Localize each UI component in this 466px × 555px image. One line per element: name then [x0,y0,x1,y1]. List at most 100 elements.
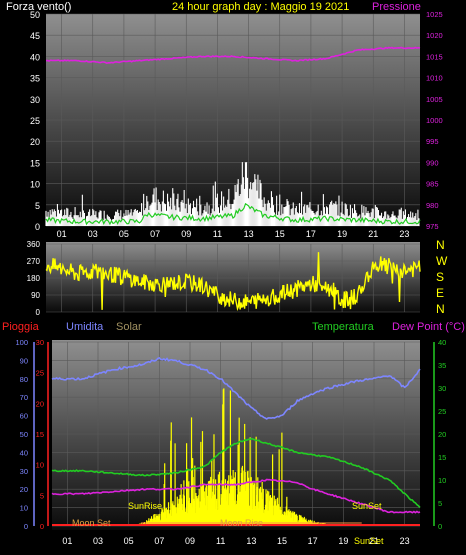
x-tick-hour: 09 [185,536,195,546]
y-tick-rain: 0 [40,522,44,531]
direction-letter-s: S [436,270,444,284]
x-tick-hour: 17 [306,229,316,239]
y-tick-wind: 10 [30,180,40,190]
y-tick-rain: 15 [36,430,44,439]
y-tick-pressure: 1000 [426,116,443,125]
y-tick-humidity: 100 [15,338,28,347]
y-tick-wind: 30 [30,95,40,105]
temp-panel-bg [52,340,420,530]
x-tick-hour: 05 [119,229,129,239]
solar-title: Solar [116,321,142,333]
sunrise-label: SunRise [128,501,162,511]
direction-chart: 360 270 180 90 0 [27,240,421,317]
y-tick-wind: 25 [30,116,40,126]
x-tick-hour: 19 [337,229,347,239]
x-tick-hour: 21 [369,536,379,546]
y-tick-direction: 360 [27,240,41,249]
y-tick-temperature: 20 [438,430,446,439]
x-tick-hour: 03 [88,229,98,239]
y-tick-humidity: 40 [20,448,28,457]
x-tick-hour: 15 [277,536,287,546]
y-tick-rain: 25 [36,369,44,378]
x-tick-hour: 13 [244,229,254,239]
x-tick-hour: 21 [368,229,378,239]
wind-title: Forza vento() [6,1,71,13]
y-tick-rain: 10 [36,461,44,470]
direction-letter-n-top: N [436,238,445,252]
y-tick-pressure: 975 [426,222,439,231]
x-tick-hour: 19 [338,536,348,546]
y-tick-humidity: 80 [20,375,28,384]
temperature-line [51,437,421,509]
dewpoint-line [51,478,421,514]
y-tick-temperature: 15 [438,453,446,462]
y-tick-temperature: 40 [438,338,446,347]
sun-moon-labels: Moon Set SunRise Moon Rise SunSet SunSet [72,501,384,546]
y-tick-humidity: 70 [20,393,28,402]
direction-letter-e: E [436,286,444,300]
moonset-left-label: Moon Set [72,518,111,528]
y-tick-pressure: 985 [426,180,439,189]
x-tick-hour: 23 [399,229,409,239]
y-tick-wind: 45 [30,31,40,41]
x-tick-hour: 11 [213,229,222,239]
y-tick-wind: 35 [30,74,40,84]
x-tick-hour: 23 [400,536,410,546]
x-tick-hour: 05 [124,536,134,546]
temperature-humidity-chart: 1009080706050403020100302520151050403530… [15,338,446,546]
x-tick-hour: 01 [62,536,72,546]
y-tick-humidity: 60 [20,412,28,421]
x-tick-hour: 11 [216,536,225,546]
y-tick-wind: 5 [35,201,40,211]
y-tick-wind: 50 [30,10,40,20]
wind-direction-line [45,252,421,312]
x-tick-hour: 13 [246,536,256,546]
y-tick-pressure: 1005 [426,95,443,104]
y-tick-pressure: 1015 [426,52,443,61]
y-tick-pressure: 995 [426,137,439,146]
y-tick-direction: 270 [27,257,41,266]
y-tick-humidity: 50 [20,430,28,439]
rain-title: Pioggia [2,321,40,333]
y-tick-direction: 0 [36,308,41,317]
y-tick-humidity: 90 [20,356,28,365]
x-tick-hour: 07 [154,536,164,546]
y-tick-direction: 180 [27,274,41,283]
wind-pressure-chart: 5045403530252015105010251020101510101005… [30,10,443,239]
y-tick-rain: 20 [36,399,44,408]
x-tick-hour: 09 [181,229,191,239]
moonrise-label: Moon Rise [220,518,263,528]
pressure-line [46,46,421,65]
y-tick-wind: 40 [30,52,40,62]
x-tick-hour: 03 [93,536,103,546]
y-tick-temperature: 30 [438,384,446,393]
y-tick-wind: 20 [30,137,40,147]
y-tick-temperature: 5 [438,499,442,508]
y-tick-pressure: 1020 [426,31,443,40]
wind-average-line [45,202,421,226]
x-tick-hour: 15 [275,229,285,239]
y-tick-wind: 15 [30,158,40,168]
y-tick-pressure: 1025 [426,10,443,19]
y-tick-temperature: 0 [438,522,442,531]
y-tick-humidity: 30 [20,467,28,476]
x-tick-hour: 17 [308,536,318,546]
direction-letter-n-bottom: N [436,302,445,316]
y-tick-temperature: 35 [438,361,446,370]
x-tick-hour: 01 [57,229,67,239]
y-tick-temperature: 25 [438,407,446,416]
humidity-title: Umidita [66,321,104,333]
pressure-title: Pressione [372,1,421,13]
y-tick-direction: 90 [31,291,40,300]
y-tick-humidity: 0 [24,522,28,531]
y-tick-pressure: 1010 [426,74,443,83]
sunset-label: SunSet [352,501,382,511]
y-tick-rain: 30 [36,338,44,347]
y-tick-wind: 0 [35,222,40,232]
direction-letter-w: W [436,254,448,268]
humidity-line [51,356,421,420]
y-tick-humidity: 20 [20,485,28,494]
x-tick-hour: 07 [150,229,160,239]
temperature-title: Temperatura [312,321,375,333]
